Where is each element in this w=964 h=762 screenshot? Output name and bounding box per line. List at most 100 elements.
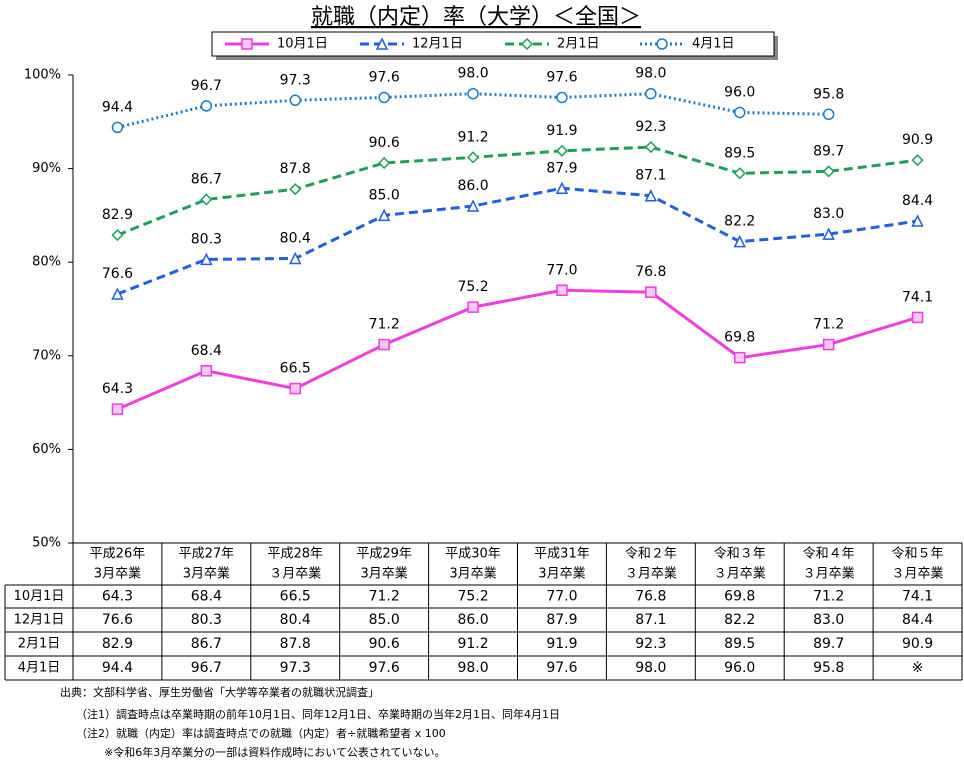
marker (289, 382, 301, 395)
table-cell: 97.6 (369, 660, 400, 676)
marker (556, 284, 568, 297)
row-header: 10月1日 (14, 589, 65, 604)
table-cell: 98.0 (635, 660, 666, 676)
data-label: 87.8 (280, 161, 311, 177)
x-tick-label: ３月卒業 (803, 566, 855, 582)
marker (911, 214, 924, 227)
marker (644, 141, 657, 154)
marker (111, 228, 124, 242)
table-cell: 84.4 (902, 612, 933, 628)
marker (378, 156, 391, 170)
x-tick-label: 平成27年 (179, 547, 235, 562)
marker (822, 338, 835, 351)
data-label: 85.0 (369, 187, 400, 203)
data-label: 84.4 (902, 193, 933, 209)
marker (734, 351, 746, 364)
y-tick-label: 60% (32, 442, 61, 457)
data-label: 90.6 (369, 135, 400, 151)
x-tick-label: 令和３年 (714, 547, 766, 562)
table-cell: 98.0 (457, 660, 488, 676)
table-cell: 66.5 (280, 589, 311, 605)
x-tick-label: 3月卒業 (361, 566, 408, 582)
marker (822, 108, 835, 121)
data-label: 94.4 (102, 99, 133, 115)
marker (289, 183, 302, 196)
data-label: 76.6 (102, 266, 133, 282)
marker (555, 181, 569, 195)
table-cell: 80.4 (280, 612, 311, 628)
marker (289, 251, 302, 265)
data-label: 97.3 (280, 72, 311, 88)
series-line (116, 186, 918, 296)
data-label: 91.9 (546, 123, 577, 139)
marker (200, 365, 213, 377)
data-label: 68.4 (191, 343, 222, 359)
x-tick-label: 平成26年 (90, 547, 146, 562)
series-line (117, 92, 829, 129)
marker (200, 100, 213, 112)
table-cell: 82.9 (102, 636, 133, 652)
marker (467, 87, 479, 100)
table-cell: 91.2 (457, 636, 488, 652)
data-label: 89.7 (813, 143, 844, 159)
table-cell: 95.8 (813, 660, 844, 676)
table-cell: 85.0 (369, 612, 400, 628)
table-cell: 82.2 (724, 612, 755, 628)
x-tick-label: ３月卒業 (714, 566, 766, 582)
x-tick-label: 令和５年 (892, 547, 944, 562)
y-tick-label: 70% (32, 348, 61, 363)
x-tick-label: ３月卒業 (625, 566, 677, 582)
table-cell: 77.0 (546, 589, 577, 605)
series-line (116, 145, 918, 237)
data-label: 86.7 (191, 171, 222, 187)
table-cell: 87.1 (635, 612, 666, 628)
x-tick-label: ３月卒業 (269, 566, 321, 582)
row-header: 4月1日 (18, 661, 61, 676)
y-tick-label: 50% (32, 536, 61, 551)
marker (822, 227, 835, 240)
note: （注2）就職（内定）率は調査時点での就職（内定）者÷就職希望者 x 100 (76, 726, 446, 740)
x-tick-label: 3月卒業 (94, 566, 141, 582)
table-cell: 86.7 (191, 636, 222, 652)
table-cell: 96.0 (724, 660, 755, 676)
data-label: 87.1 (635, 168, 666, 184)
data-label: 86.0 (457, 178, 488, 194)
data-label: 95.8 (813, 86, 844, 102)
table-cell: 92.3 (635, 636, 666, 652)
table-cell: 89.5 (724, 636, 755, 652)
table-cell: 87.9 (546, 612, 577, 628)
marker (378, 91, 390, 104)
table-cell: 91.9 (546, 636, 577, 652)
data-label: 91.2 (457, 129, 488, 145)
marker (111, 121, 124, 134)
data-label: 87.9 (546, 160, 577, 176)
table-cell: 75.2 (457, 589, 488, 605)
chart-title: 就職（内定）率（大学）＜全国＞ (311, 5, 641, 30)
table-cell: 80.3 (191, 612, 222, 628)
x-tick-label: 令和２年 (625, 547, 677, 562)
marker (734, 106, 746, 119)
marker (241, 38, 253, 50)
legend-label: 4月1日 (692, 37, 735, 52)
data-label: 77.0 (546, 262, 577, 278)
data-label: 75.2 (457, 279, 488, 295)
marker (555, 144, 569, 157)
y-tick-label: 80% (32, 255, 61, 270)
marker (467, 301, 479, 313)
table-cell: 76.8 (635, 589, 666, 605)
data-label: 83.0 (813, 206, 844, 222)
marker (520, 37, 534, 51)
marker (644, 189, 658, 202)
data-label: 69.8 (724, 330, 755, 346)
table-cell: 74.1 (902, 589, 933, 605)
marker (911, 311, 924, 324)
marker (378, 338, 390, 351)
data-label: 97.6 (369, 69, 400, 85)
table-cell: 68.4 (191, 589, 222, 605)
y-tick-label: 100% (24, 68, 61, 83)
marker (375, 37, 389, 50)
data-label: 74.1 (902, 289, 933, 305)
x-tick-label: ３月卒業 (892, 566, 944, 582)
table-cell: ※ (912, 660, 924, 676)
